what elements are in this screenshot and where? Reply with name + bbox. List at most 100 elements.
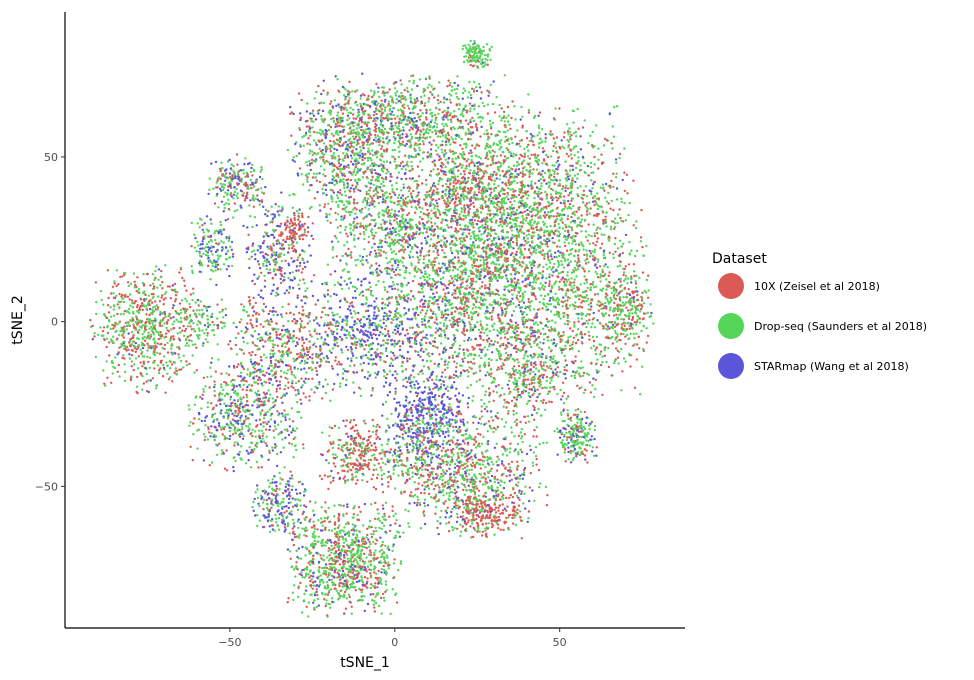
scatter-point [573,278,576,281]
scatter-point [459,172,462,176]
scatter-point [538,111,542,114]
scatter-point [389,112,392,116]
scatter-point [591,144,594,147]
scatter-point [353,206,356,210]
scatter-point [385,168,389,171]
scatter-point [518,145,522,148]
scatter-point [636,343,639,346]
scatter-point [542,158,546,161]
scatter-point [513,179,516,183]
scatter-point [539,294,543,297]
scatter-point [352,131,356,134]
scatter-point [438,240,441,244]
scatter-point [393,148,397,152]
scatter-point [645,341,648,344]
scatter-point [369,164,372,167]
scatter-point [397,120,401,124]
scatter-point [358,138,361,141]
scatter-point [443,109,446,113]
scatter-point [545,153,548,157]
scatter-point [576,261,579,264]
scatter-point [385,160,389,163]
scatter-point [497,161,500,164]
scatter-point [413,143,416,147]
scatter-point [440,148,443,151]
scatter-point [503,188,506,191]
scatter-point [472,171,475,175]
scatter-point [473,147,477,150]
scatter-point [568,135,572,139]
scatter-point [297,174,300,177]
scatter-point [464,89,467,93]
scatter-point [365,124,369,128]
scatter-point [628,202,632,205]
scatter-point [492,215,495,218]
scatter-point [462,151,465,154]
scatter-point [357,131,361,135]
scatter-point [479,120,482,123]
scatter-point [507,187,510,190]
scatter-point [493,150,497,154]
scatter-point [513,200,516,203]
scatter-point [305,161,308,164]
scatter-point [560,209,564,212]
scatter-point [566,323,569,326]
scatter-point [562,195,566,198]
scatter-point [367,94,370,98]
scatter-point [375,107,378,110]
scatter-point [344,252,347,256]
scatter-point [520,231,523,234]
scatter-point [367,197,370,200]
scatter-point [426,151,430,154]
scatter-point [300,212,304,215]
scatter-point [345,145,348,149]
scatter-point [450,136,453,139]
scatter-point [443,153,446,156]
scatter-point [389,212,392,215]
scatter-point [434,132,438,135]
scatter-point [526,155,530,158]
scatter-point [484,147,487,150]
scatter-point [359,232,362,235]
scatter-point [521,195,525,198]
scatter-point [473,191,476,194]
scatter-point [503,120,506,123]
scatter-point [398,150,401,153]
scatter-point [375,82,378,86]
scatter-point [384,201,387,204]
scatter-point [608,251,611,254]
scatter-point [391,127,394,130]
scatter-point [576,217,579,220]
scatter-point [352,201,356,204]
scatter-point [423,132,426,135]
scatter-point [469,186,473,190]
scatter-point [464,131,467,135]
scatter-point [587,373,590,376]
scatter-point [615,313,618,316]
scatter-point [568,304,572,307]
scatter-point [473,164,476,167]
scatter-point [345,262,348,265]
scatter-point [334,211,337,215]
scatter-point [354,173,357,176]
scatter-point [422,140,425,143]
scatter-point [434,106,438,110]
scatter-point [563,241,566,244]
scatter-point [421,217,424,221]
scatter-point [425,116,428,119]
scatter-point [517,163,521,166]
scatter-point [634,309,638,312]
scatter-point [566,296,570,299]
scatter-point [527,233,531,236]
scatter-point [399,118,402,122]
scatter-point [562,199,566,202]
scatter-point [636,314,639,318]
scatter-point [537,158,540,161]
scatter-point [391,100,394,104]
scatter-point [483,132,486,136]
scatter-point [394,193,397,196]
scatter-point [373,218,377,221]
scatter-point [511,100,514,103]
scatter-point [306,164,309,167]
scatter-point [496,134,499,137]
